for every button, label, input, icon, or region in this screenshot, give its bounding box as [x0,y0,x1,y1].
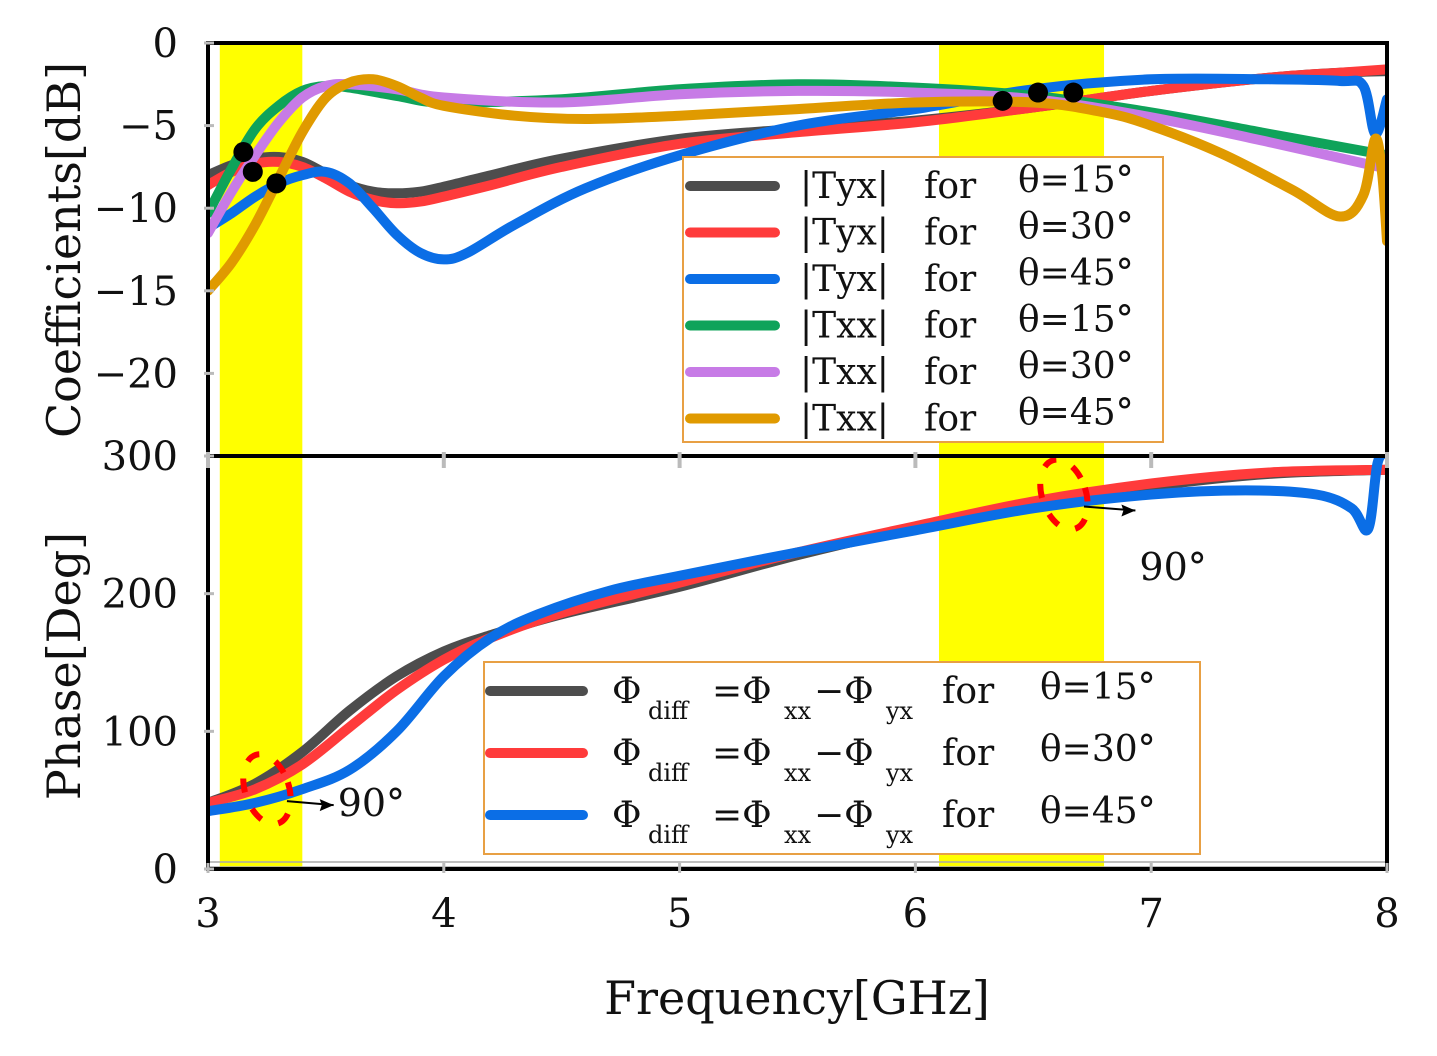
top-legend-label-theta: θ=30° [1018,346,1134,387]
bottom-legend-theta: θ=15° [1040,667,1156,708]
bottom-series-line-3 [208,456,1387,817]
top-legend-label-theta: θ=45° [1018,253,1134,294]
top-legend-label-theta: θ=45° [1018,393,1134,434]
top-y-tick-label: −20 [94,351,178,397]
bottom-legend-phi: Φ [612,671,642,712]
top-series-line-2 [208,64,1387,209]
bottom-legend-sub-diff: diff [648,697,690,725]
top-series-line-6 [208,74,1387,296]
top-y-tick-label: 0 [153,21,178,67]
top-legend-box [682,156,1164,443]
top-y-ticks: 0 −5 −10 −15 −20 [94,21,214,397]
x-tick-label: 5 [667,891,692,937]
bottom-grid [208,861,1387,868]
bottom-legend-sub-diff: diff [648,821,690,849]
top-series-line-3 [208,73,1387,265]
bottom-plot-lines [208,456,1387,817]
top-legend-label-main: |Tyx| [800,259,889,300]
bottom-legend-phi: Φ [612,795,642,836]
bottom-legend-sub-xx: xx [784,759,812,787]
bottom-y-tick-label: 200 [102,572,178,618]
top-legend-label-for: for [924,399,977,440]
top-legend-label-theta: θ=15° [1018,160,1134,201]
bottom-legend-minus-phi: −Φ [814,795,874,836]
annotation-ellipse [1037,456,1091,533]
x-axis-label: Frequency[GHz] [604,971,990,1025]
x-tick-label: 3 [195,891,220,937]
top-legend-label-main: |Tyx| [800,166,889,207]
bottom-legend-sub-xx: xx [784,821,812,849]
bottom-series-line-2 [208,464,1387,808]
top-legend-label-theta: θ=15° [1018,300,1134,341]
bottom-legend-for: for [942,795,995,836]
annotation-label: 90° [338,781,405,825]
top-y-tick-label: −15 [94,269,178,315]
bottom-legend-for: for [942,733,995,774]
x-tick-label: 7 [1138,891,1163,937]
top-markers [233,82,1084,194]
top-y-tick-label: −10 [94,186,178,232]
bottom-legend-sub-yx: yx [885,821,914,849]
bottom-y-tick-label: 100 [102,709,178,755]
top-legend-label-for: for [924,259,977,300]
top-legend-label-for: for [924,166,977,207]
top-plot-lines [208,64,1387,296]
bottom-legend-sub-yx: yx [885,697,914,725]
bottom-legend-eq-phi: =Φ [712,671,772,712]
bottom-plot-frame [206,454,1389,871]
bottom-legend-box [483,661,1201,855]
marker-point [1028,82,1049,103]
bottom-y-tick-label: 0 [153,847,178,893]
top-y-axis-label: Coefficients[dB] [37,62,91,438]
top-legend-label-theta: θ=30° [1018,207,1134,248]
top-legend-label-for: for [924,352,977,393]
top-legend-label-main: |Tyx| [800,213,889,254]
top-legend-label-main: |Txx| [800,352,889,393]
bottom-x-ticks: 3 4 5 6 7 8 [195,452,1400,937]
x-tick-label: 4 [431,891,456,937]
annotation-label: 90° [1139,545,1206,589]
annotation-ellipse [240,751,294,828]
top-y-tick-label: −5 [119,104,178,150]
bottom-legend-sub-diff: diff [648,759,690,787]
top-legend-items: |Tyx| for θ=15° |Tyx| for θ=30° |Tyx| for θ=45° |… [685,160,1134,440]
bottom-legend-eq-phi: =Φ [712,733,772,774]
bottom-legend-phi: Φ [612,733,642,774]
bottom-legend-for: for [942,671,995,712]
bottom-y-tick-label: 300 [102,434,178,480]
x-tick-label: 8 [1374,891,1399,937]
bottom-legend-theta: θ=30° [1040,729,1156,770]
annotation-arrow-head [319,799,334,812]
bottom-legend-minus-phi: −Φ [814,671,874,712]
marker-point [242,161,263,182]
top-legend-label-main: |Txx| [800,306,889,347]
bottom-y-axis-label: Phase[Deg] [37,532,91,800]
bottom-legend-eq-phi: =Φ [712,795,772,836]
bottom-legend-minus-phi: −Φ [814,733,874,774]
top-legend-label-for: for [924,213,977,254]
annotation-arrow-head [1121,504,1136,517]
x-tick-label: 6 [903,891,928,937]
marker-point [233,142,254,163]
marker-point [266,173,287,194]
top-legend-label-for: for [924,306,977,347]
bottom-legend-theta: θ=45° [1040,791,1156,832]
top-legend-label-main: |Txx| [800,399,889,440]
marker-point [1063,82,1084,103]
bottom-legend-sub-yx: yx [885,759,914,787]
bottom-y-ticks: 0 100 200 300 [102,434,214,893]
bottom-legend-sub-xx: xx [784,697,812,725]
marker-point [992,90,1013,111]
top-legend: |Tyx| for θ=15° |Tyx| for θ=30° |Tyx| for θ=45° |… [682,156,1164,443]
bottom-annotations: 90° 90° [240,456,1207,828]
